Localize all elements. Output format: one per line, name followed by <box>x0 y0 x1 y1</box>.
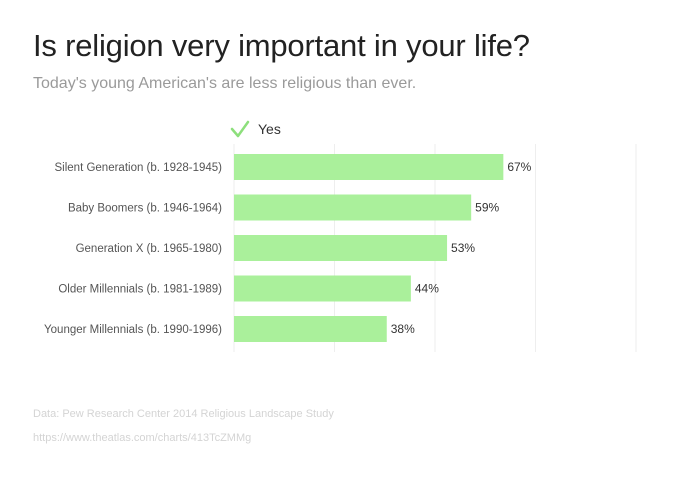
bar <box>234 194 472 221</box>
bar <box>234 235 448 261</box>
category-label: Silent Generation (b. 1928-1945) <box>55 162 223 174</box>
value-label: 44% <box>415 282 439 296</box>
value-label: 38% <box>391 322 415 336</box>
chart-title: Is religion very important in your life? <box>33 28 530 63</box>
legend-check-icon <box>230 120 250 138</box>
value-label: 67% <box>507 160 531 174</box>
category-label: Baby Boomers (b. 1946-1964) <box>68 203 222 215</box>
category-label: Older Millennials (b. 1981-1989) <box>58 284 222 296</box>
value-label: 53% <box>451 241 475 255</box>
category-label: Generation X (b. 1965-1980) <box>76 243 223 255</box>
category-label: Younger Millennials (b. 1990-1996) <box>44 324 222 336</box>
bar <box>234 316 387 342</box>
bar <box>234 154 504 180</box>
legend-label: Yes <box>258 121 281 137</box>
value-label: 59% <box>475 201 499 215</box>
data-source: Data: Pew Research Center 2014 Religious… <box>33 408 334 420</box>
chart-subtitle: Today's young American's are less religi… <box>33 75 417 92</box>
chart-url[interactable]: https://www.theatlas.com/charts/413TcZMM… <box>33 432 252 444</box>
bar <box>234 275 411 302</box>
bar-chart: Yes Silent Generation (b. 1928-1945) 67% Ba… <box>44 120 637 352</box>
